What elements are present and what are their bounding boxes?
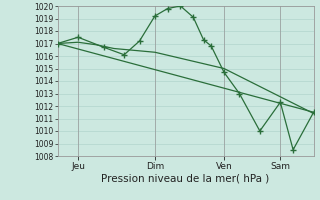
- X-axis label: Pression niveau de la mer( hPa ): Pression niveau de la mer( hPa ): [101, 173, 270, 183]
